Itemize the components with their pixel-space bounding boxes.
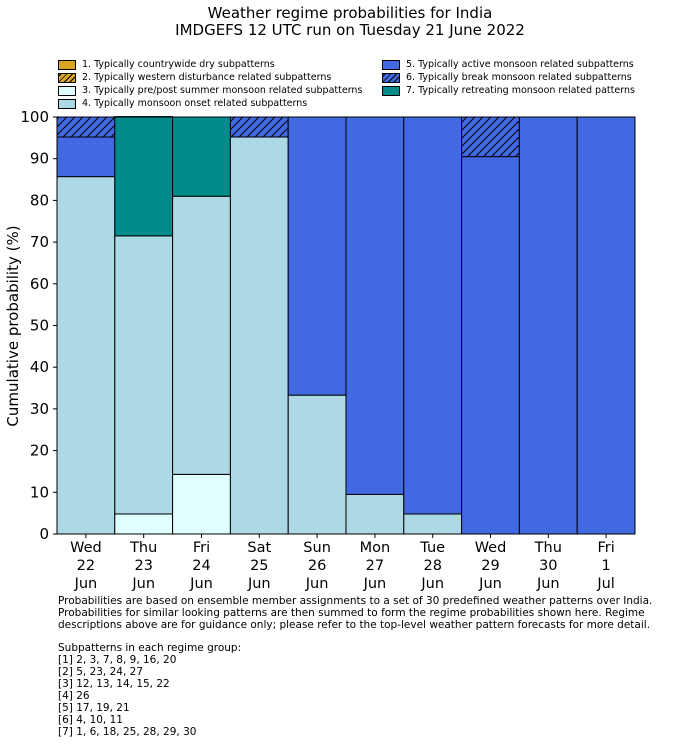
stacked-bar-chart: 0 10 20 30 40 50 60 70 80 90 100 Wed 22 Jun Thu 23 Jun Fr… xyxy=(4,108,636,592)
subpattern-group-4: [4] 26 xyxy=(58,690,90,702)
chart-title-line2: IMDGEFS 12 UTC run on Tuesday 21 June 20… xyxy=(175,21,525,39)
bar-segment-series6-day1 xyxy=(56,116,116,138)
subpattern-group-5: [5] 17, 19, 21 xyxy=(58,702,130,714)
x-tick-label: Wed xyxy=(70,540,102,556)
x-tick-label: 30 xyxy=(539,558,557,574)
bar-segment-series7-day3 xyxy=(172,116,231,197)
bar-segment-series5-day6 xyxy=(345,116,405,495)
y-axis-label: Cumulative probability (%) xyxy=(4,225,22,426)
x-tick-label: Thu xyxy=(129,540,157,556)
note-line-1: Probabilities are based on ensemble memb… xyxy=(58,595,653,607)
x-tick-label: 22 xyxy=(77,558,95,574)
bar-segment-series4-day4 xyxy=(229,136,289,535)
legend-label-7: 7. Typically retreating monsoon related … xyxy=(406,85,635,96)
x-tick-label: Mon xyxy=(360,540,391,556)
x-tick-label: 26 xyxy=(308,558,326,574)
bar-segment-series3-day2 xyxy=(114,513,174,535)
bar-segment-series7-day2 xyxy=(114,116,174,237)
legend-label-1: 1. Typically countrywide dry subpatterns xyxy=(82,59,275,70)
y-tick-label: 70 xyxy=(30,233,49,251)
x-tick-label: Tue xyxy=(419,540,445,556)
x-tick-label: Thu xyxy=(534,540,562,556)
x-tick-label: Jun xyxy=(420,576,444,592)
y-tick-label: 60 xyxy=(30,275,49,293)
bar-segment-series5-day9 xyxy=(518,116,578,535)
x-tick-label: 24 xyxy=(192,558,210,574)
bar-segment-series4-day3 xyxy=(172,195,231,475)
legend-label-6: 6. Typically break monsoon related subpa… xyxy=(406,72,632,83)
note-line-2: Probabilities for similar looking patter… xyxy=(58,607,645,619)
x-tick-label: Jun xyxy=(536,576,560,592)
x-tick-label: Jun xyxy=(363,576,387,592)
y-tick-label: 50 xyxy=(30,317,49,335)
x-tick-label: Jun xyxy=(189,576,213,592)
bar-segment-series6-day4 xyxy=(229,116,289,138)
x-tick-label: 27 xyxy=(366,558,384,574)
y-tick-label: 30 xyxy=(30,400,49,418)
bar-segment-series4-day5 xyxy=(287,394,347,535)
subpattern-group-7: [7] 1, 6, 18, 25, 28, 29, 30 xyxy=(58,726,197,738)
x-tick-label: Sun xyxy=(303,540,331,556)
bar-segment-series4-day2 xyxy=(114,235,174,515)
subpattern-group-1: [1] 2, 3, 7, 8, 9, 16, 20 xyxy=(58,654,177,666)
x-tick-label: Jun xyxy=(247,576,271,592)
bar-segment-series5-day8 xyxy=(461,156,520,535)
note-line-3: descriptions above are for guidance only… xyxy=(58,619,651,631)
subpatterns-heading: Subpatterns in each regime group: xyxy=(58,642,242,654)
legend-swatch-4 xyxy=(58,99,76,109)
legend-swatch-6 xyxy=(382,73,400,83)
y-tick-label: 20 xyxy=(30,442,49,460)
subpattern-group-3: [3] 12, 13, 14, 15, 22 xyxy=(58,678,170,690)
x-tick-label: Wed xyxy=(475,540,507,556)
y-tick-label: 0 xyxy=(39,525,49,543)
y-tick-label: 90 xyxy=(30,150,49,168)
chart-title-line1: Weather regime probabilities for India xyxy=(207,4,493,22)
x-tick-label: Jun xyxy=(131,576,155,592)
legend-swatch-3 xyxy=(58,86,76,96)
x-tick-label: 23 xyxy=(134,558,152,574)
bar-segment-series6-day8 xyxy=(461,116,520,158)
legend-swatch-1 xyxy=(58,60,76,70)
legend-swatch-2 xyxy=(58,73,76,83)
bar-segment-series5-day1 xyxy=(56,136,116,178)
bar-segment-series5-day10 xyxy=(576,116,636,535)
x-tick-label: Jun xyxy=(74,576,98,592)
subpattern-group-2: [2] 5, 23, 24, 27 xyxy=(58,666,143,678)
x-tick-label: 29 xyxy=(481,558,499,574)
y-tick-label: 100 xyxy=(20,108,49,126)
x-tick-label: Sat xyxy=(247,540,271,556)
bar-segment-series3-day3 xyxy=(172,473,231,535)
subpattern-group-6: [6] 4, 10, 11 xyxy=(58,714,123,726)
x-tick-label: Fri xyxy=(597,540,614,556)
x-tick-label: Jun xyxy=(305,576,329,592)
bar-segment-series4-day7 xyxy=(403,513,463,535)
x-tick-label: 28 xyxy=(423,558,441,574)
legend-swatch-5 xyxy=(382,60,400,70)
bar-segment-series5-day5 xyxy=(287,116,347,396)
x-tick-label: 25 xyxy=(250,558,268,574)
x-tick-label: Jul xyxy=(596,576,615,592)
x-tick-label: Jun xyxy=(478,576,502,592)
legend-label-4: 4. Typically monsoon onset related subpa… xyxy=(82,98,308,109)
y-tick-label: 40 xyxy=(30,358,49,376)
y-tick-label: 10 xyxy=(30,483,49,501)
x-tick-label: Fri xyxy=(193,540,210,556)
legend-label-5: 5. Typically active monsoon related subp… xyxy=(406,59,634,70)
bar-segment-series4-day6 xyxy=(345,493,405,535)
legend-label-3: 3. Typically pre/post summer monsoon rel… xyxy=(82,85,363,96)
x-tick-label: 1 xyxy=(601,558,610,574)
legend-swatch-7 xyxy=(382,86,400,96)
bar-segment-series4-day1 xyxy=(56,176,116,535)
bar-segment-series5-day7 xyxy=(403,116,463,515)
y-tick-label: 80 xyxy=(30,191,49,209)
legend-label-2: 2. Typically western disturbance related… xyxy=(82,72,332,83)
